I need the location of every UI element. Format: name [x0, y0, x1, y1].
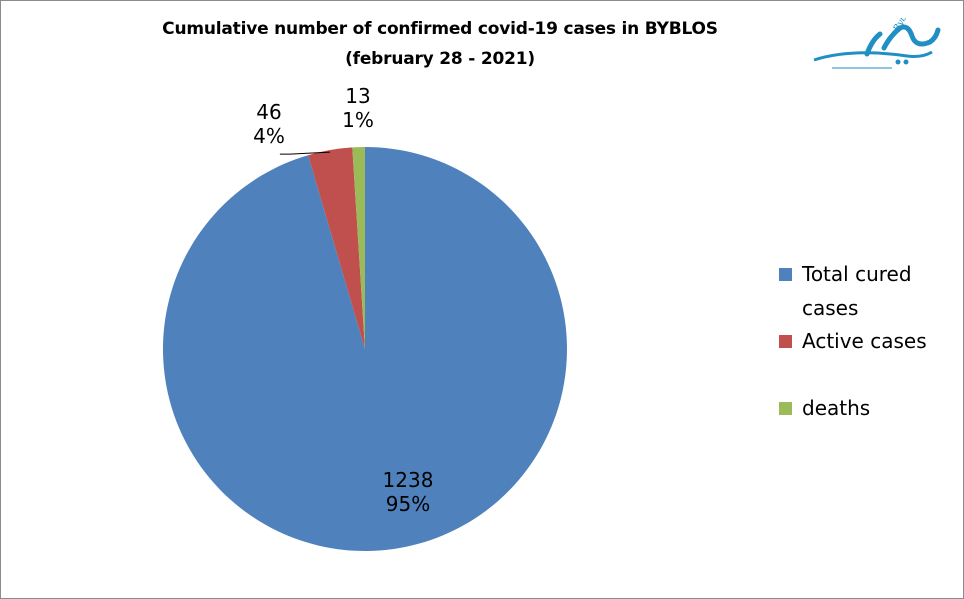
value-label-total-cured: 1238: [382, 468, 434, 492]
legend-swatch-deaths: [779, 402, 792, 415]
byblos-logo-icon: Byblos: [813, 18, 941, 69]
percent-label-active-cases: 4%: [253, 124, 285, 148]
legend-swatch-total-cured: [779, 268, 792, 281]
logo-wave: [813, 50, 933, 62]
pie-slice-active-cases: [308, 147, 365, 349]
logo-dot: [895, 59, 901, 65]
pie-slice-deaths: [352, 147, 365, 349]
logo-script: [864, 24, 941, 57]
data-label-total-cured: 1238 95%: [368, 468, 448, 516]
leader-line-active-cases: [279, 151, 330, 155]
data-label-deaths: 13 1%: [318, 84, 398, 132]
pie-slice-total-cured: [162, 147, 567, 552]
legend-label-active-cases: Active cases: [802, 329, 927, 353]
legend-swatch-active-cases: [779, 335, 792, 348]
data-label-active-cases: 46 4%: [229, 100, 309, 148]
chart-subtitle: (february 28 - 2021): [345, 49, 535, 69]
value-label-active-cases: 46: [256, 100, 282, 124]
logo-dot: [903, 59, 909, 65]
chart-title: Cumulative number of confirmed covid-19 …: [162, 19, 718, 39]
percent-label-total-cured: 95%: [385, 492, 431, 516]
value-label-deaths: 13: [345, 84, 371, 108]
legend-label-deaths: deaths: [802, 396, 871, 420]
percent-label-deaths: 1%: [342, 108, 374, 132]
legend-label-total-cured: Total cured cases: [802, 262, 912, 320]
